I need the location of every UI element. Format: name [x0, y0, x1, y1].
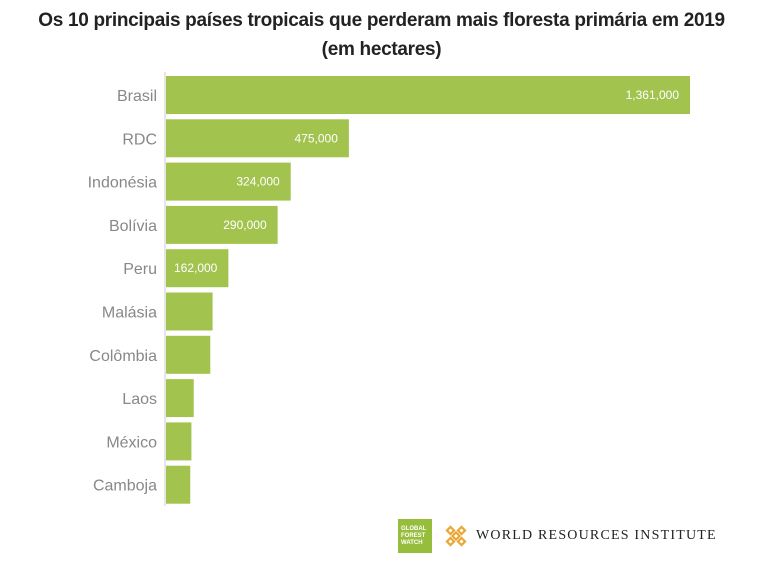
- footer-logos: GLOBAL FOREST WATCH WORLD RESOURCES INST…: [398, 519, 717, 553]
- category-tick-label: RDC: [122, 131, 157, 148]
- global-forest-watch-logo: GLOBAL FOREST WATCH: [398, 519, 432, 553]
- category-tick-label: Brasil: [117, 88, 157, 105]
- bar: [166, 292, 213, 331]
- bar: [166, 249, 229, 288]
- bar: [166, 205, 278, 244]
- bar-value-label: 290,000: [223, 218, 267, 232]
- bar-value-label: 475,000: [294, 131, 338, 145]
- bar: [166, 379, 194, 418]
- bar: [166, 335, 211, 374]
- bar-value-label: 1,361,000: [626, 88, 680, 102]
- wri-mark-icon: [445, 525, 467, 547]
- category-tick-label: Colômbia: [89, 348, 157, 365]
- category-tick-label: Laos: [122, 391, 157, 408]
- gfw-logo-line-2: FOREST: [401, 532, 426, 539]
- bar: [166, 119, 349, 158]
- category-tick-label: Peru: [123, 261, 157, 278]
- bar-value-label: 162,000: [174, 261, 218, 275]
- wri-logo: WORLD RESOURCES INSTITUTE: [444, 524, 717, 548]
- bar-value-label: 324,000: [236, 175, 280, 189]
- category-tick-label: Camboja: [93, 478, 157, 495]
- bar-chart: Brasil 1,361,000 RDC 475,000 Indonésia 324,00…: [88, 72, 690, 506]
- bar: [166, 76, 690, 114]
- category-tick-label: Malásia: [102, 305, 157, 322]
- gfw-logo-line-3: WATCH: [401, 539, 423, 546]
- bar: [166, 162, 291, 201]
- category-tick-label: Bolívia: [109, 218, 157, 235]
- category-tick-label: México: [106, 434, 157, 451]
- category-tick-label: Indonésia: [88, 175, 157, 192]
- wri-name: WORLD RESOURCES INSTITUTE: [476, 528, 717, 543]
- bar: [166, 465, 191, 504]
- bar: [166, 422, 192, 461]
- gfw-logo-line-1: GLOBAL: [401, 525, 427, 532]
- chart-title: Os 10 principais países tropicais que pe…: [38, 10, 725, 60]
